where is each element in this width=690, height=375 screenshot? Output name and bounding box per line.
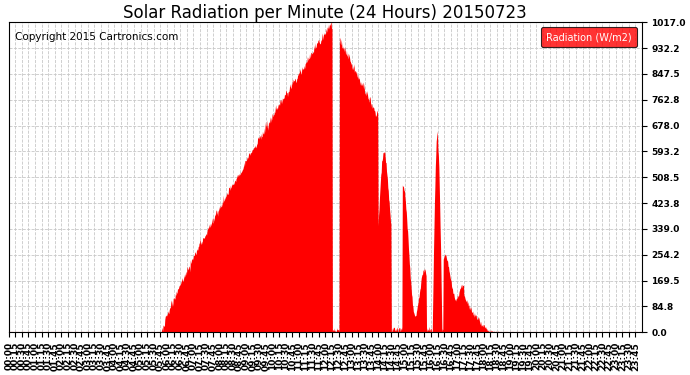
- Legend: Radiation (W/m2): Radiation (W/m2): [542, 27, 637, 47]
- Title: Solar Radiation per Minute (24 Hours) 20150723: Solar Radiation per Minute (24 Hours) 20…: [124, 4, 527, 22]
- Text: Copyright 2015 Cartronics.com: Copyright 2015 Cartronics.com: [15, 32, 179, 42]
